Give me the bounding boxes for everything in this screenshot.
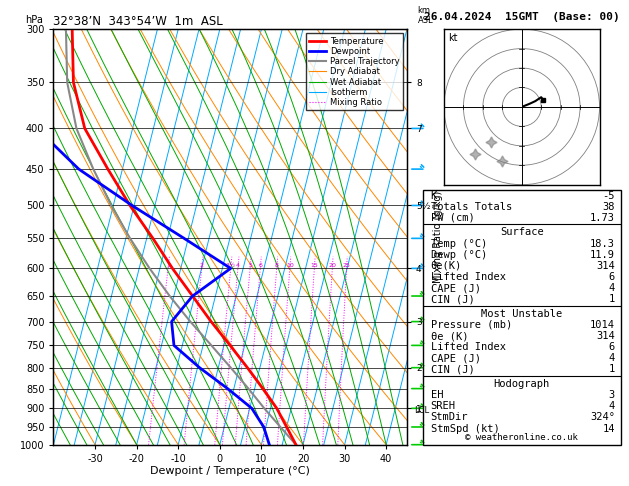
Text: © weatheronline.co.uk: © weatheronline.co.uk	[465, 433, 578, 442]
Text: 26.04.2024  15GMT  (Base: 00): 26.04.2024 15GMT (Base: 00)	[424, 12, 620, 22]
Text: 2: 2	[200, 263, 204, 268]
Text: 14: 14	[603, 423, 615, 434]
Text: 20: 20	[328, 263, 337, 268]
Text: 6: 6	[259, 263, 262, 268]
Text: θe (K): θe (K)	[431, 331, 468, 341]
Text: km
ASL: km ASL	[418, 6, 433, 25]
Text: Pressure (mb): Pressure (mb)	[431, 320, 512, 330]
Text: 15: 15	[311, 263, 318, 268]
Text: CAPE (J): CAPE (J)	[431, 353, 481, 364]
Text: 314: 314	[596, 261, 615, 271]
Text: 324°: 324°	[590, 413, 615, 422]
Text: 1: 1	[166, 263, 170, 268]
Text: Temp (°C): Temp (°C)	[431, 239, 487, 248]
Text: kt: kt	[448, 33, 457, 43]
Text: 11.9: 11.9	[590, 250, 615, 260]
Text: Totals Totals: Totals Totals	[431, 202, 512, 212]
Text: 6: 6	[609, 272, 615, 282]
Text: 8: 8	[275, 263, 279, 268]
Text: Most Unstable: Most Unstable	[481, 309, 562, 319]
Text: hPa: hPa	[25, 15, 43, 25]
Text: 25: 25	[343, 263, 350, 268]
Text: Lifted Index: Lifted Index	[431, 342, 506, 352]
Legend: Temperature, Dewpoint, Parcel Trajectory, Dry Adiabat, Wet Adiabat, Isotherm, Mi: Temperature, Dewpoint, Parcel Trajectory…	[306, 34, 403, 110]
Text: θe(K): θe(K)	[431, 261, 462, 271]
Text: 38: 38	[603, 202, 615, 212]
Text: StmSpd (kt): StmSpd (kt)	[431, 423, 499, 434]
Text: StmDir: StmDir	[431, 413, 468, 422]
Text: -5: -5	[603, 191, 615, 201]
Text: CAPE (J): CAPE (J)	[431, 283, 481, 293]
Text: LCL: LCL	[414, 406, 429, 415]
Text: CIN (J): CIN (J)	[431, 364, 474, 375]
Text: 1.73: 1.73	[590, 213, 615, 223]
Text: Dewp (°C): Dewp (°C)	[431, 250, 487, 260]
Text: EH: EH	[431, 390, 443, 400]
Text: 1014: 1014	[590, 320, 615, 330]
Text: Lifted Index: Lifted Index	[431, 272, 506, 282]
Text: PW (cm): PW (cm)	[431, 213, 474, 223]
Text: K: K	[431, 191, 437, 201]
Text: 4: 4	[609, 353, 615, 364]
Text: 32°38’N  343°54’W  1m  ASL: 32°38’N 343°54’W 1m ASL	[53, 15, 223, 28]
Text: SREH: SREH	[431, 401, 455, 411]
Text: 4: 4	[236, 263, 240, 268]
Text: CIN (J): CIN (J)	[431, 295, 474, 304]
Text: Hodograph: Hodograph	[494, 379, 550, 389]
Text: 10: 10	[286, 263, 294, 268]
Text: 4: 4	[609, 283, 615, 293]
Text: 6: 6	[609, 342, 615, 352]
Text: 3½: 3½	[226, 263, 236, 268]
Text: 3: 3	[609, 390, 615, 400]
Text: 1: 1	[609, 295, 615, 304]
Text: 4: 4	[609, 401, 615, 411]
Text: 5: 5	[248, 263, 252, 268]
Text: Surface: Surface	[500, 227, 543, 238]
Text: 1: 1	[609, 364, 615, 375]
Text: 18.3: 18.3	[590, 239, 615, 248]
Y-axis label: Mixing Ratio (g/kg): Mixing Ratio (g/kg)	[433, 191, 443, 283]
Text: 314: 314	[596, 331, 615, 341]
X-axis label: Dewpoint / Temperature (°C): Dewpoint / Temperature (°C)	[150, 467, 310, 476]
